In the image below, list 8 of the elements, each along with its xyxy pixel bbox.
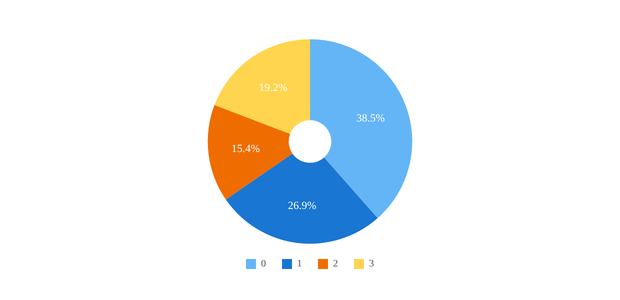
legend-label: 1 [297, 258, 302, 270]
data-label: 26.9% [288, 200, 316, 212]
legend-label: 0 [261, 258, 266, 270]
legend-label: 3 [369, 258, 374, 270]
data-label: 15.4% [231, 143, 260, 156]
data-label: 38.5% [356, 112, 385, 125]
legend-label: 2 [333, 258, 338, 270]
data-label: 19.2% [259, 82, 288, 94]
